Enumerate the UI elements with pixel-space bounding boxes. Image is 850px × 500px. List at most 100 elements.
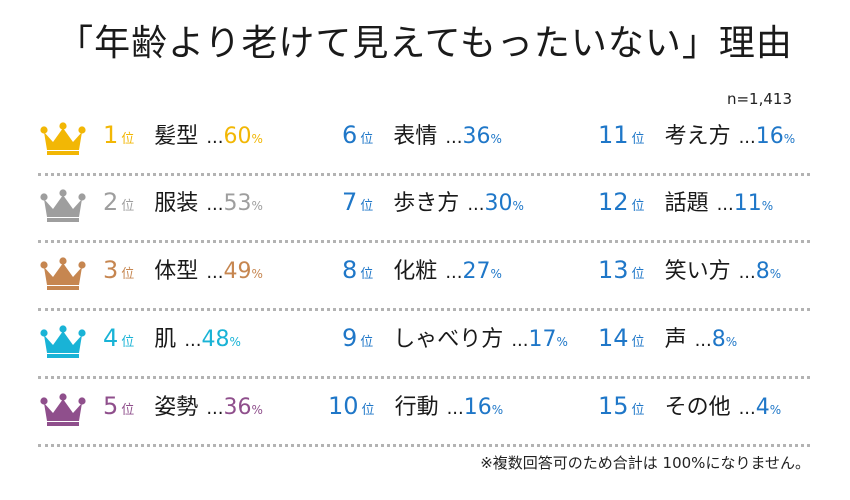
rank-suffix: 位 xyxy=(360,132,374,147)
dots: ... xyxy=(511,330,529,351)
rank-cell: 4 位 肌... 48% xyxy=(103,321,241,361)
percent-sign: % xyxy=(761,199,774,213)
rank-cell: 5 位 姿勢... 36% xyxy=(103,389,263,429)
rank-suffix: 位 xyxy=(121,267,135,282)
rank-suffix: 位 xyxy=(121,199,135,214)
rank-number: 10 xyxy=(328,392,359,420)
item-value: 16 xyxy=(755,124,784,149)
rank-cell: 10 位 行動... 16% xyxy=(328,389,503,429)
dots: ... xyxy=(694,330,712,351)
rank-number: 5 xyxy=(103,392,119,420)
cyan-crown-icon xyxy=(40,325,86,358)
dots: ... xyxy=(445,127,463,148)
dots: ... xyxy=(738,262,756,283)
item-label: 服装 xyxy=(154,191,199,216)
rank-number: 13 xyxy=(598,256,629,284)
rank-number: 15 xyxy=(598,392,629,420)
percent-sign: % xyxy=(251,132,263,146)
rank-cell: 6 位 表情... 36% xyxy=(342,118,502,158)
rank-suffix: 位 xyxy=(631,132,645,147)
percent-sign: % xyxy=(251,403,263,417)
rank-cell: 14 位 声... 8% xyxy=(598,321,737,361)
rank-number: 12 xyxy=(598,188,629,216)
rank-cell: 7 位 歩き方... 30% xyxy=(342,185,524,225)
percent-sign: % xyxy=(490,132,502,146)
row-divider xyxy=(38,444,810,447)
item-value: 17 xyxy=(528,327,557,352)
rank-cell: 8 位 化粧... 27% xyxy=(342,253,502,293)
item-value: 30 xyxy=(484,191,513,216)
silver-crown-icon xyxy=(40,189,86,222)
item-label: 体型 xyxy=(154,259,199,284)
rank-cell: 11 位 考え方... 16% xyxy=(598,118,795,158)
rank-suffix: 位 xyxy=(631,267,645,282)
dots: ... xyxy=(206,194,224,215)
dots: ... xyxy=(206,398,224,419)
percent-sign: % xyxy=(769,267,782,281)
item-label: 化粧 xyxy=(393,259,438,284)
item-label: 話題 xyxy=(664,191,709,216)
item-label: しゃべり方 xyxy=(393,327,504,352)
rank-number: 9 xyxy=(342,324,358,352)
ranking-row: 5 位姿勢... 36% 10 位行動... 16% 15 位その他... 4% xyxy=(38,379,810,447)
rank-cell: 15 位 その他... 4% xyxy=(598,389,781,429)
dots: ... xyxy=(467,194,485,215)
rank-number: 4 xyxy=(103,324,119,352)
item-label: 表情 xyxy=(393,124,438,149)
chart-title: 「年齢より老けて見えてもったいない」理由 xyxy=(57,23,793,64)
rank-number: 14 xyxy=(598,324,629,352)
dots: ... xyxy=(184,330,202,351)
item-label: 考え方 xyxy=(664,124,731,149)
item-value: 8 xyxy=(711,327,726,352)
ranking-row: 2 位服装... 53% 7 位歩き方... 30% 12 位話題... 11% xyxy=(38,175,810,243)
rank-suffix: 位 xyxy=(121,132,135,147)
item-value: 49 xyxy=(223,259,252,284)
rank-number: 8 xyxy=(342,256,358,284)
item-label: 行動 xyxy=(394,395,439,420)
item-label: 歩き方 xyxy=(393,191,460,216)
item-value: 36 xyxy=(223,395,252,420)
rank-suffix: 位 xyxy=(631,335,645,350)
item-value: 60 xyxy=(223,124,252,149)
rank-number: 11 xyxy=(598,121,629,149)
row-divider xyxy=(38,376,810,379)
item-label: 笑い方 xyxy=(664,259,731,284)
dots: ... xyxy=(738,127,756,148)
dots: ... xyxy=(445,262,463,283)
rank-suffix: 位 xyxy=(121,403,135,418)
rank-number: 3 xyxy=(103,256,119,284)
rank-number: 2 xyxy=(103,188,119,216)
percent-sign: % xyxy=(725,335,738,349)
percent-sign: % xyxy=(783,132,796,146)
item-value: 36 xyxy=(462,124,491,149)
percent-sign: % xyxy=(769,403,782,417)
purple-crown-icon xyxy=(40,393,86,426)
percent-sign: % xyxy=(251,267,263,281)
percent-sign: % xyxy=(556,335,568,349)
rank-cell: 3 位 体型... 49% xyxy=(103,253,263,293)
item-value: 48 xyxy=(201,327,230,352)
rank-suffix: 位 xyxy=(360,199,374,214)
dots: ... xyxy=(738,398,756,419)
item-value: 27 xyxy=(462,259,491,284)
rank-cell: 12 位 話題... 11% xyxy=(598,185,773,225)
item-label: 声 xyxy=(664,327,687,352)
item-label: 肌 xyxy=(154,327,177,352)
gold-crown-icon xyxy=(40,122,86,155)
percent-sign: % xyxy=(491,403,504,417)
item-label: 髪型 xyxy=(154,124,199,149)
rank-number: 1 xyxy=(103,121,119,149)
row-divider xyxy=(38,240,810,243)
rank-suffix: 位 xyxy=(631,403,645,418)
dots: ... xyxy=(446,398,464,419)
percent-sign: % xyxy=(251,199,263,213)
dots: ... xyxy=(206,127,224,148)
item-value: 16 xyxy=(463,395,492,420)
rank-suffix: 位 xyxy=(121,335,135,350)
dots: ... xyxy=(716,194,734,215)
rank-suffix: 位 xyxy=(361,403,375,418)
rank-cell: 2 位 服装... 53% xyxy=(103,185,263,225)
item-value: 11 xyxy=(733,191,762,216)
rank-cell: 13 位 笑い方... 8% xyxy=(598,253,781,293)
row-divider xyxy=(38,308,810,311)
